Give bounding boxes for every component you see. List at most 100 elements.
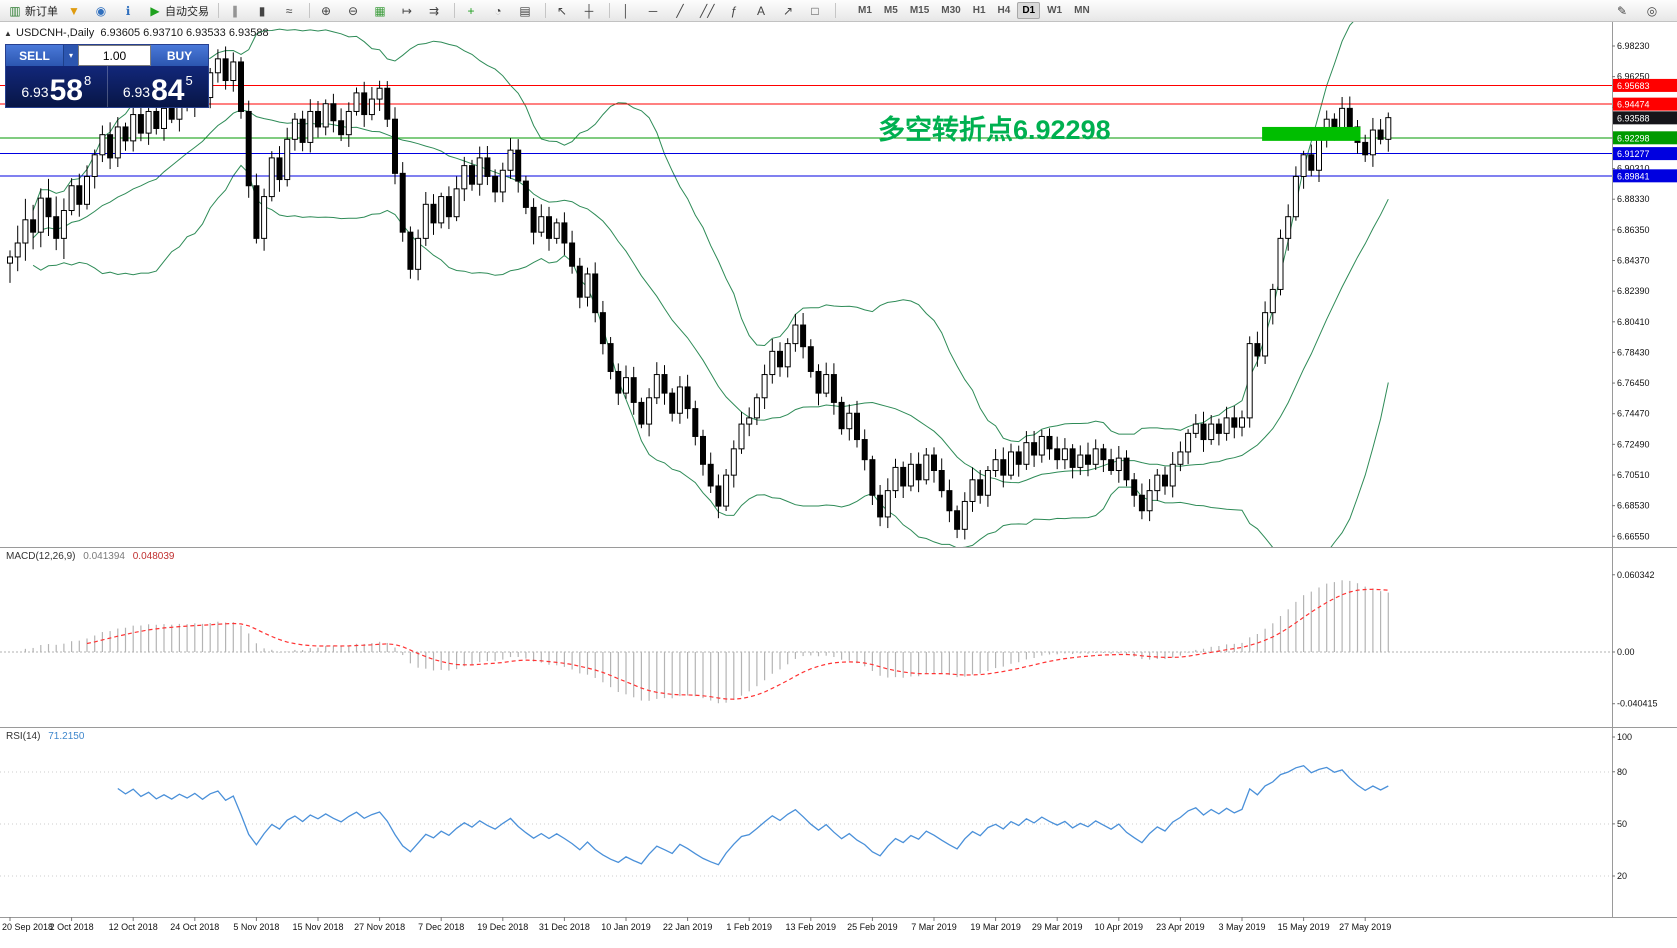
buy-price-display[interactable]: 6.93 84 5 xyxy=(108,66,209,107)
svg-text:100: 100 xyxy=(1617,732,1632,742)
mql5-button[interactable]: ▼ xyxy=(63,1,89,21)
svg-text:7 Mar 2019: 7 Mar 2019 xyxy=(911,922,957,932)
svg-text:20: 20 xyxy=(1617,871,1627,881)
svg-text:15 May 2019: 15 May 2019 xyxy=(1278,922,1330,932)
svg-text:2 Oct 2018: 2 Oct 2018 xyxy=(50,922,94,932)
community-button[interactable]: ◉ xyxy=(90,1,116,21)
text-tool-button[interactable]: A xyxy=(750,1,776,21)
channel-tool-button[interactable]: ╱╱ xyxy=(696,1,722,21)
bar-chart-mode-button[interactable]: ∥ xyxy=(224,1,250,21)
templates-button[interactable]: ▤ xyxy=(514,1,540,21)
new-order-button-label: 新订单 xyxy=(25,5,58,18)
svg-text:5 Nov 2018: 5 Nov 2018 xyxy=(233,922,279,932)
timeframe-D1[interactable]: D1 xyxy=(1017,2,1041,19)
svg-text:6.66550: 6.66550 xyxy=(1617,531,1650,541)
macd-value: 0.041394 xyxy=(83,551,125,562)
timeframe-H4[interactable]: H4 xyxy=(997,5,1011,16)
chart-canvas[interactable]: 6.982306.962506.942706.922906.903106.883… xyxy=(0,22,1677,948)
toolbar-separator xyxy=(309,3,310,18)
toolbar: ▥ 新订单 ▼ ◉ ℹ ▶ 自动交易 ∥ ▮ ≈ ⊕ ⊖ ▦ ↦ ⇉ + ◔ ▤ ↖ ┼ │ ─ ╱ ╱╱ ƒ A ↗ □ M1 M5 M1… xyxy=(0,0,1677,22)
volume-input[interactable]: 1.00 xyxy=(78,45,151,66)
rsi-panel[interactable] xyxy=(0,764,1612,877)
sell-button[interactable]: SELL xyxy=(6,45,63,66)
svg-text:3 May 2019: 3 May 2019 xyxy=(1218,922,1265,932)
edit-button[interactable]: ✎ xyxy=(1611,1,1637,21)
timeframe-M15[interactable]: M15 xyxy=(909,5,930,16)
new-order-icon: ▥ xyxy=(9,3,21,18)
candles xyxy=(7,46,1392,540)
timeframe-M1[interactable]: M1 xyxy=(858,5,872,16)
search-button[interactable]: ◎ xyxy=(1641,1,1667,21)
person-icon: ◉ xyxy=(95,3,107,18)
toolbar-separator xyxy=(218,3,219,18)
line-icon: ≈ xyxy=(285,3,293,18)
indicators-button[interactable]: + xyxy=(460,1,486,21)
auto-scroll-button[interactable]: ↦ xyxy=(396,1,422,21)
template-icon: ▤ xyxy=(519,3,531,18)
highlight-rectangle-object[interactable] xyxy=(1262,126,1361,141)
macd-panel[interactable] xyxy=(0,580,1612,704)
svg-text:6.68530: 6.68530 xyxy=(1617,501,1650,511)
horizontal-line-tool-button[interactable]: ─ xyxy=(642,1,668,21)
bollinger-middle xyxy=(32,109,1389,484)
candlestick-mode-button[interactable]: ▮ xyxy=(251,1,277,21)
svg-text:6.92298: 6.92298 xyxy=(1617,133,1650,143)
autotrading-button[interactable]: ▶ 自动交易 xyxy=(144,1,213,21)
svg-text:6.90310: 6.90310 xyxy=(1617,164,1650,174)
volume-dropdown-button[interactable]: ▾ xyxy=(63,45,78,66)
chart-shift-button[interactable]: ⇉ xyxy=(423,1,449,21)
zoom-out-button[interactable]: ⊖ xyxy=(342,1,368,21)
tile-windows-button[interactable]: ▦ xyxy=(369,1,395,21)
fibo-icon: ƒ xyxy=(730,3,738,18)
svg-text:0.060342: 0.060342 xyxy=(1617,570,1655,580)
svg-text:6.70510: 6.70510 xyxy=(1617,470,1650,480)
timeframe-M5[interactable]: M5 xyxy=(883,5,898,16)
price-scale[interactable]: 6.982306.962506.942706.922906.903106.883… xyxy=(1612,22,1677,917)
collapse-arrow-icon[interactable]: ▲ xyxy=(4,29,12,38)
timeframe-M30[interactable]: M30 xyxy=(941,5,961,16)
zoom-out-icon: ⊖ xyxy=(347,3,359,18)
vline-icon: │ xyxy=(622,3,630,18)
periods-button[interactable]: ◔ xyxy=(487,1,513,21)
tile-icon: ▦ xyxy=(374,3,386,18)
sell-price-display[interactable]: 6.93 58 8 xyxy=(6,66,108,107)
zoom-in-button[interactable]: ⊕ xyxy=(315,1,341,21)
timeframe-W1[interactable]: W1 xyxy=(1047,5,1063,16)
toolbar-separator xyxy=(454,3,455,18)
play-icon: ▶ xyxy=(150,3,160,18)
chart-area[interactable]: 6.982306.962506.942706.922906.903106.883… xyxy=(0,22,1677,948)
vertical-line-tool-button[interactable]: │ xyxy=(615,1,641,21)
timeframe-H1[interactable]: H1 xyxy=(972,5,986,16)
cursor-tool-button[interactable]: ↖ xyxy=(551,1,577,21)
sell-price-sup: 8 xyxy=(83,73,92,88)
magnifier-icon: ◎ xyxy=(1646,3,1658,18)
text-icon: A xyxy=(756,3,765,18)
svg-text:23 Apr 2019: 23 Apr 2019 xyxy=(1156,922,1205,932)
buy-price-digits: 84 xyxy=(151,73,185,107)
toolbar-separator xyxy=(545,3,546,18)
svg-text:6.88330: 6.88330 xyxy=(1617,194,1650,204)
hline-icon: ─ xyxy=(648,3,658,18)
fibonacci-tool-button[interactable]: ƒ xyxy=(723,1,749,21)
new-order-button[interactable]: ▥ 新订单 xyxy=(4,1,62,21)
timeframe-MN[interactable]: MN xyxy=(1074,5,1090,16)
svg-text:20 Sep 2018: 20 Sep 2018 xyxy=(2,922,53,932)
annotation-text[interactable]: 多空转折点6.92298 xyxy=(878,115,1111,145)
line-chart-mode-button[interactable]: ≈ xyxy=(278,1,304,21)
rsi-line xyxy=(117,764,1389,866)
svg-text:15 Nov 2018: 15 Nov 2018 xyxy=(292,922,343,932)
shapes-tool-button[interactable]: □ xyxy=(804,1,830,21)
svg-text:29 Mar 2019: 29 Mar 2019 xyxy=(1032,922,1083,932)
trendline-tool-button[interactable]: ╱ xyxy=(669,1,695,21)
shapes-icon: □ xyxy=(811,3,819,18)
buy-button[interactable]: BUY xyxy=(151,45,208,66)
price-panel[interactable] xyxy=(0,22,1612,570)
svg-text:12 Oct 2018: 12 Oct 2018 xyxy=(109,922,158,932)
svg-text:1 Feb 2019: 1 Feb 2019 xyxy=(726,922,772,932)
crosshair-tool-button[interactable]: ┼ xyxy=(578,1,604,21)
arrows-tool-button[interactable]: ↗ xyxy=(777,1,803,21)
help-button[interactable]: ℹ xyxy=(117,1,143,21)
svg-text:27 May 2019: 27 May 2019 xyxy=(1339,922,1391,932)
macd-name: MACD(12,26,9) xyxy=(6,551,76,562)
